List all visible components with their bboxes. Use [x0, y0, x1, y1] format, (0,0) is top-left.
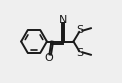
- Text: S: S: [77, 48, 84, 58]
- Text: S: S: [77, 25, 84, 35]
- Text: O: O: [44, 53, 53, 63]
- Text: N: N: [59, 15, 67, 25]
